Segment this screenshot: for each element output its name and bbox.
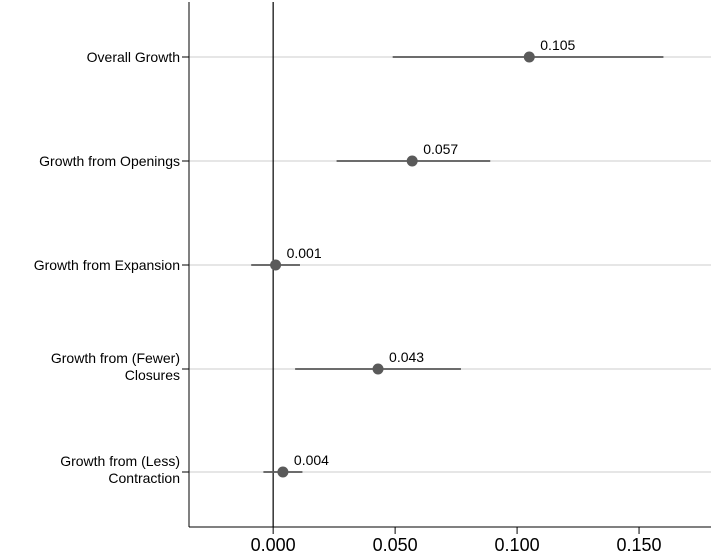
x-tick-label: 0.100 [495,535,540,555]
data-label: 0.105 [540,37,575,53]
x-axis-ticks: 0.000 0.050 0.100 0.150 [251,527,662,555]
axes [182,2,711,528]
data-label: 0.057 [423,141,458,157]
category-label: Growth from Openings [39,153,180,169]
point-marker [270,259,282,271]
category-label: Overall Growth [87,49,180,65]
point-marker [523,51,535,63]
point-marker [277,466,289,478]
category-label: Growth from (Less) [60,453,180,469]
x-tick-label: 0.150 [617,535,662,555]
point-marker [372,363,384,375]
point-marker [406,155,418,167]
data-label: 0.043 [389,349,424,365]
data-labels: 0.105 0.057 0.001 0.043 0.004 [287,37,576,468]
point-estimates [270,51,535,478]
x-tick-label: 0.000 [251,535,296,555]
category-label: Growth from (Fewer) [51,350,180,366]
category-labels: Overall Growth Growth from Openings Growth… [34,49,180,486]
category-label: Closures [125,367,180,383]
category-label: Growth from Expansion [34,257,180,273]
x-tick-label: 0.050 [373,535,418,555]
category-label: Contraction [108,470,180,486]
data-label: 0.001 [287,245,322,261]
data-label: 0.004 [294,452,329,468]
